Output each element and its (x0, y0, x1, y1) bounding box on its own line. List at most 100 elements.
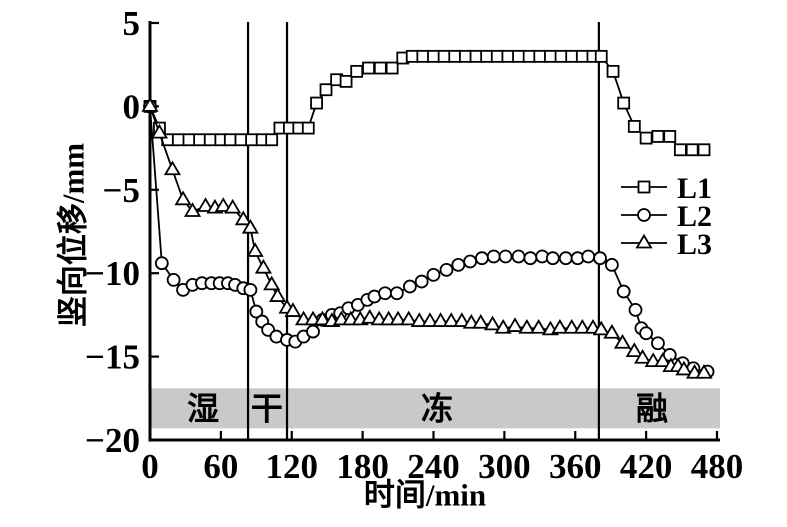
series-L1-marker (265, 133, 279, 147)
y-tick-label: −15 (85, 338, 140, 377)
series-L2-marker (498, 249, 513, 264)
phase-label: 湿 (187, 390, 219, 426)
series-L1-marker (171, 133, 185, 147)
series-L1-marker (223, 133, 237, 147)
series-L2-marker (545, 251, 560, 266)
series-L2-marker (389, 286, 404, 301)
series-L1-marker (565, 49, 579, 63)
series-L3-line (149, 106, 705, 375)
series-L3-marker (592, 320, 610, 336)
series-L2-marker (581, 249, 596, 264)
series-L1-marker (234, 133, 248, 147)
series-L1-marker (554, 49, 568, 63)
series-L1-marker (203, 133, 217, 147)
series-L3-marker (634, 348, 652, 364)
series-L3-marker (603, 323, 621, 339)
series-L2-line (149, 106, 708, 373)
series-L2-marker (604, 257, 619, 272)
series-L3-marker (654, 352, 672, 368)
series-L2-marker (154, 256, 169, 271)
series-L3-marker (494, 318, 512, 334)
series-L1-marker (437, 49, 451, 63)
series-L2-marker (628, 302, 643, 317)
series-L3-marker (196, 197, 215, 212)
series-L3-marker (483, 315, 502, 331)
series-L1-marker (373, 61, 387, 75)
series-L2-marker (475, 251, 489, 266)
legend-marker-L2 (637, 208, 651, 222)
series-L1-marker (651, 130, 665, 143)
x-tick-label: 120 (266, 447, 319, 486)
series-L3-marker (506, 317, 524, 332)
series-L2-marker (639, 326, 654, 341)
series-L3-marker (563, 318, 581, 334)
x-tick-label: 300 (478, 447, 531, 486)
series-L2-marker (523, 251, 538, 266)
series-L2-marker (511, 249, 526, 264)
series-L1-marker (490, 49, 504, 63)
series-L1-marker (673, 143, 687, 157)
series-L1-marker (594, 49, 608, 63)
series-L1-marker (362, 61, 375, 75)
series-L1-marker (685, 143, 699, 157)
x-axis-title: 时间/min (363, 477, 487, 513)
series-L1-marker (544, 49, 557, 63)
series-L1-marker (319, 83, 333, 97)
series-L2-marker (166, 272, 181, 287)
series-L1-marker (427, 49, 440, 63)
series-L3-marker (214, 197, 232, 212)
series-L1-marker (469, 49, 483, 63)
series-L2-marker (243, 282, 258, 297)
series-L3-marker (150, 123, 169, 139)
phase-band (150, 388, 720, 429)
series-L3-marker (625, 342, 643, 357)
series-L1-marker (385, 61, 399, 75)
series-L3-marker (453, 312, 471, 327)
series-L3-marker (269, 287, 287, 302)
series-L3-marker (234, 210, 252, 226)
series-L2-marker (439, 262, 454, 277)
x-tick-label: 360 (549, 447, 602, 486)
series-L1-marker (245, 133, 258, 147)
series-L3-marker (472, 313, 490, 329)
series-L2-marker (593, 251, 607, 266)
series-L2-marker (378, 286, 392, 301)
phase-label: 干 (251, 390, 283, 426)
series-L1-marker (627, 120, 641, 133)
series-L3-marker (254, 258, 272, 274)
legend-marker-L3 (635, 233, 653, 249)
series-L1-marker (339, 74, 353, 88)
legend-label-L1: L1 (677, 172, 712, 205)
series-L2-marker (558, 251, 573, 266)
series-L3-marker (284, 302, 302, 317)
series-L3-marker (675, 360, 693, 376)
series-L2-marker (414, 274, 429, 289)
legend-label-L2: L2 (677, 200, 712, 233)
series-L2-marker (451, 257, 466, 272)
series-L1-marker (182, 133, 196, 147)
series-L1-marker (522, 49, 536, 63)
legend-label-L3: L3 (677, 228, 712, 261)
phase-label: 冻 (421, 390, 453, 426)
series-L1-marker (501, 49, 515, 63)
y-tick-label: −10 (85, 254, 140, 293)
series-L3-marker (174, 190, 192, 206)
y-axis-title: 竖向位移/mm (55, 142, 91, 328)
series-L3-marker (246, 242, 264, 257)
series-L1-marker (512, 49, 525, 63)
series-L1-marker (663, 130, 677, 143)
series-L2-marker (651, 336, 665, 351)
x-tick-label: 240 (407, 447, 460, 486)
series-L3-marker (551, 318, 569, 334)
series-L3-marker (183, 202, 202, 217)
x-tick-label: 0 (141, 447, 159, 486)
series-L3-marker (313, 310, 332, 326)
series-L1-marker (350, 64, 364, 78)
series-L3-marker (432, 312, 450, 327)
x-tick-label: 180 (336, 447, 389, 486)
series-L1-marker (606, 64, 620, 78)
series-L3-marker (613, 333, 632, 349)
series-L2-marker (426, 267, 441, 282)
